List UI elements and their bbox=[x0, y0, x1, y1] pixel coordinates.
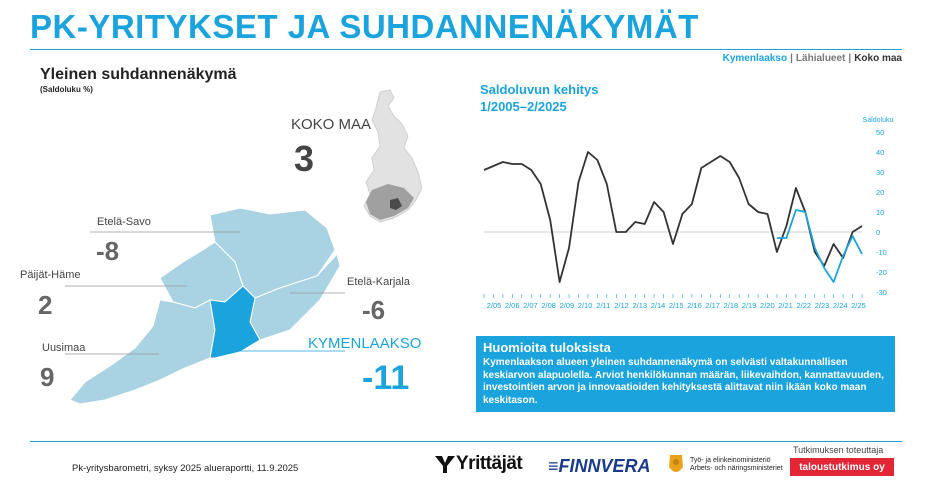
x-tick-label: 2/12 bbox=[614, 301, 629, 310]
x-tick-label: 2/17 bbox=[705, 301, 720, 310]
x-tick-label: 2/23 bbox=[815, 301, 830, 310]
x-tick-label: 2/21 bbox=[778, 301, 793, 310]
kymenlaakso-label: KYMENLAAKSO bbox=[308, 335, 422, 352]
series-line-koko-maa bbox=[483, 151, 863, 283]
paijat-hame-label: Päijät-Häme bbox=[20, 269, 81, 281]
region-map bbox=[65, 207, 345, 405]
tem-logo-line2: Arbets- och näringsministeriet bbox=[690, 465, 783, 472]
y-tick-label: -30 bbox=[876, 288, 887, 297]
x-tick-label: 2/11 bbox=[596, 301, 610, 310]
finnvera-logo-text: FINNVERA bbox=[558, 456, 651, 476]
x-tick-label: 2/15 bbox=[669, 301, 684, 310]
map-uusimaa bbox=[69, 299, 216, 405]
x-tick-label: 2/18 bbox=[724, 301, 739, 310]
chart-title-line1: Saldoluvun kehitys bbox=[480, 82, 599, 97]
nav-lahialueet[interactable]: Lähialueet bbox=[795, 53, 846, 64]
y-tick-label: -20 bbox=[876, 268, 887, 277]
x-tick-label: 2/25 bbox=[851, 301, 866, 310]
tem-logo: Työ- ja elinkeinoministeriö Arbets- och … bbox=[666, 453, 783, 477]
nav-kymenlaakso[interactable]: Kymenlaakso bbox=[722, 53, 788, 64]
etela-savo-label: Etelä-Savo bbox=[97, 216, 151, 228]
y-tick-label: 10 bbox=[876, 208, 884, 217]
tem-logo-line1: Työ- ja elinkeinoministeriö bbox=[690, 457, 771, 464]
y-tick-label: 20 bbox=[876, 188, 884, 197]
finland-map bbox=[363, 89, 423, 223]
etela-karjala-label: Etelä-Karjala bbox=[347, 276, 410, 288]
koko-maa-label: KOKO MAA bbox=[291, 116, 372, 133]
etela-savo-value: -8 bbox=[96, 236, 120, 266]
y-tick-label: 50 bbox=[876, 128, 884, 137]
x-tick-label: 2/14 bbox=[651, 301, 666, 310]
map-kymenlaakso[interactable] bbox=[209, 285, 261, 359]
y-tick-label: -10 bbox=[876, 248, 887, 257]
yrittajat-logo-text: Yrittäjät bbox=[456, 453, 523, 474]
y-tick-label: 30 bbox=[876, 168, 884, 177]
kymenlaakso-mini-shape bbox=[390, 198, 402, 210]
notes-title: Huomioita tuloksista bbox=[483, 340, 611, 355]
y-tick-label: 40 bbox=[876, 148, 884, 157]
uusimaa-label: Uusimaa bbox=[42, 342, 86, 354]
page-title: PK-YRITYKSET JA SUHDANNENÄKYMÄT bbox=[30, 8, 699, 45]
x-tick-label: 2/24 bbox=[833, 301, 848, 310]
x-tick-label: 2/05 bbox=[487, 301, 502, 310]
etela-karjala-value: -6 bbox=[362, 295, 386, 325]
x-tick-label: 2/13 bbox=[632, 301, 647, 310]
yrittajat-logo: Yrittäjät bbox=[434, 450, 523, 478]
x-tick-label: 2/22 bbox=[796, 301, 811, 310]
series-line-kymenlaakso bbox=[776, 209, 863, 283]
x-tick-label: 2/09 bbox=[560, 301, 575, 310]
x-tick-label: 2/08 bbox=[541, 301, 556, 310]
x-tick-label: 2/19 bbox=[742, 301, 757, 310]
footer-source: Pk-yritysbarometri, syksy 2025 aluerapor… bbox=[72, 463, 299, 474]
chart-title: Saldoluvun kehitys 1/2005–2/2025 bbox=[480, 81, 598, 115]
notes-box: Huomioita tuloksista Kymenlaakson alueen… bbox=[476, 336, 895, 412]
uusimaa-value: 9 bbox=[40, 362, 55, 392]
section-subtitle: (Saldoluku %) bbox=[40, 85, 93, 94]
nav-koko-maa[interactable]: Koko maa bbox=[854, 53, 902, 64]
conducted-by-label: Tutkimuksen toteuttaja bbox=[793, 445, 884, 455]
x-tick-label: 2/07 bbox=[523, 301, 538, 310]
x-tick-label: 2/06 bbox=[505, 301, 520, 310]
footer-divider bbox=[30, 441, 902, 442]
paijat-hame-value: 2 bbox=[38, 290, 53, 320]
yrittajat-y-icon bbox=[435, 456, 455, 473]
header-divider bbox=[30, 49, 902, 50]
koko-maa-value: 3 bbox=[294, 138, 315, 179]
finnvera-arrow-icon: ≡ bbox=[548, 456, 559, 476]
kymenlaakso-value: -11 bbox=[362, 359, 410, 397]
finnvera-logo: ≡FINNVERA bbox=[548, 456, 651, 477]
x-tick-label: 2/16 bbox=[687, 301, 702, 310]
nav-separator: | bbox=[790, 53, 793, 64]
y-axis-label: Saldoluku bbox=[863, 117, 894, 124]
x-tick-label: 2/20 bbox=[760, 301, 775, 310]
lion-crest-icon bbox=[669, 455, 683, 472]
y-tick-label: 0 bbox=[876, 228, 880, 237]
nav-separator: | bbox=[848, 53, 852, 64]
region-nav: Kymenlaakso | Lähialueet | Koko maa bbox=[723, 53, 902, 64]
notes-body: Kymenlaakson alueen yleinen suhdannenäky… bbox=[483, 357, 884, 406]
section-title: Yleinen suhdannenäkymä bbox=[40, 66, 237, 83]
x-tick-label: 2/10 bbox=[578, 301, 593, 310]
chart-title-line2: 1/2005–2/2025 bbox=[480, 99, 567, 114]
taloustutkimus-logo: taloustutkimus oy bbox=[790, 458, 894, 476]
